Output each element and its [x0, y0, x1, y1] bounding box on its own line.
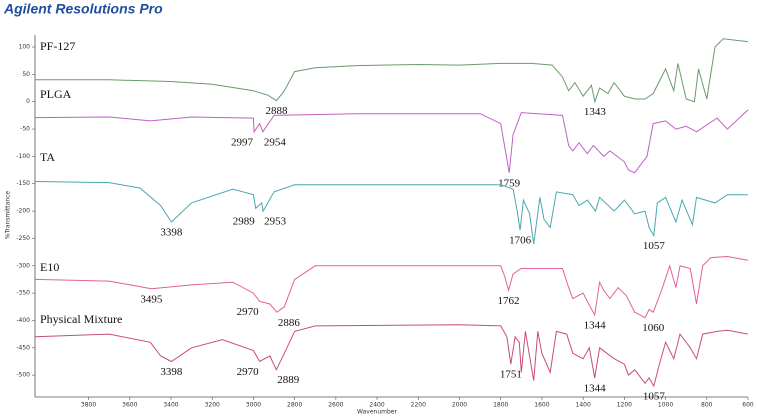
- x-tick-label: 800: [701, 402, 713, 409]
- peak-label: 2886: [278, 317, 301, 329]
- y-tick-label: -250: [16, 235, 30, 242]
- x-tick-label: 1200: [617, 402, 632, 409]
- x-tick-label: 1600: [534, 402, 549, 409]
- x-axis-label: Wavenumber: [357, 409, 397, 416]
- x-tick-label: 600: [742, 402, 754, 409]
- y-tick-label: 50: [22, 71, 30, 78]
- peak-label: 1762: [498, 295, 520, 307]
- x-tick-label: 3000: [246, 402, 261, 409]
- peak-label: 2970: [237, 366, 260, 378]
- y-tick-label: -150: [16, 180, 30, 187]
- x-tick-label: 3200: [205, 402, 220, 409]
- peak-label: 1751: [500, 369, 522, 381]
- series-label: Physical Mixture: [40, 312, 122, 326]
- series-label: PLGA: [40, 87, 72, 101]
- peak-label: 1057: [643, 240, 666, 252]
- series-label: PF-127: [40, 39, 75, 53]
- spectrum-line: [34, 181, 748, 244]
- x-tick-label: 2200: [411, 402, 426, 409]
- y-tick-label: -350: [16, 290, 30, 297]
- peak-label: 2989: [233, 216, 256, 228]
- x-tick-label: 1400: [576, 402, 591, 409]
- peak-label: 1344: [584, 320, 607, 332]
- peak-label: 2997: [231, 136, 254, 148]
- x-tick-label: 3400: [163, 402, 178, 409]
- y-tick-label: -500: [16, 372, 30, 379]
- peak-label: 1706: [509, 235, 532, 247]
- peak-label: 2889: [277, 374, 300, 386]
- peak-label: 1343: [584, 106, 607, 118]
- peak-label: 3495: [140, 293, 163, 305]
- peak-label: 1057: [643, 391, 666, 403]
- peak-label: 2888: [266, 105, 289, 117]
- spectrum-line: [35, 38, 749, 104]
- y-tick-label: -400: [16, 317, 30, 324]
- spectrum-line: [34, 324, 749, 388]
- chart-title: Agilent Resolutions Pro: [3, 1, 163, 17]
- peak-label: 3398: [160, 227, 183, 239]
- peak-label: 3398: [160, 366, 183, 378]
- y-tick-label: 0: [26, 98, 30, 105]
- peak-label: 1344: [584, 382, 607, 394]
- x-tick-label: 2800: [287, 402, 302, 409]
- x-tick-label: 2600: [328, 402, 343, 409]
- x-tick-label: 2400: [369, 402, 384, 409]
- y-tick-label: -450: [16, 344, 30, 351]
- y-tick-label: 100: [19, 44, 31, 51]
- y-tick-label: -50: [20, 126, 30, 133]
- peak-label: 1060: [642, 322, 665, 334]
- peak-label: 2954: [264, 136, 287, 148]
- series-label: TA: [40, 150, 55, 164]
- spectrum-line: [34, 255, 749, 319]
- x-tick-label: 3600: [122, 402, 137, 409]
- peak-label: 2970: [237, 306, 260, 318]
- x-tick-label: 2000: [452, 402, 467, 409]
- peak-label: 2953: [264, 216, 287, 228]
- y-tick-label: -300: [16, 262, 30, 269]
- series-label: E10: [40, 260, 59, 274]
- x-tick-label: 1000: [658, 402, 673, 409]
- x-tick-label: 1800: [493, 402, 508, 409]
- y-axis-label: %Transmittance: [5, 191, 12, 240]
- y-tick-label: -200: [16, 208, 30, 215]
- y-tick-label: -100: [16, 153, 30, 160]
- spectrum-line: [34, 109, 749, 174]
- x-tick-label: 3800: [81, 402, 96, 409]
